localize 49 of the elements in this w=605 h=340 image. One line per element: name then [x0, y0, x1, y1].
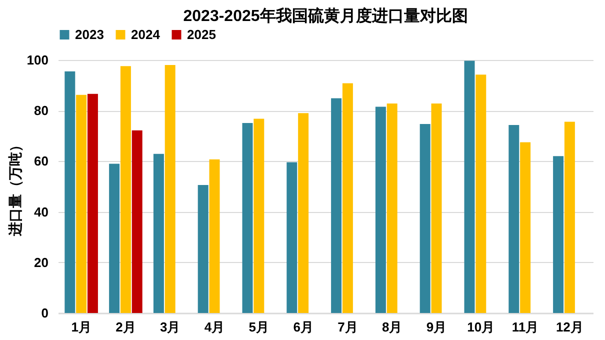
bar [520, 142, 531, 313]
bar [464, 60, 475, 313]
y-tick-label: 20 [34, 254, 48, 270]
bar [564, 122, 575, 313]
y-tick-label: 100 [26, 52, 48, 68]
x-tick-label: 5月 [248, 320, 270, 334]
bar [164, 65, 176, 313]
bar [508, 125, 520, 313]
bar [342, 83, 353, 313]
bar [76, 94, 87, 313]
bar [242, 122, 253, 313]
bar [109, 164, 120, 313]
x-tick-label: 7月 [338, 320, 358, 334]
y-tick-label: 60 [34, 154, 48, 169]
y-axis-title: 进口量（万吨） [6, 138, 23, 237]
x-tick-label: 6月 [293, 320, 314, 334]
legend-label: 2025 [187, 26, 216, 42]
y-tick-label: 0 [41, 306, 48, 320]
bar [331, 98, 342, 313]
x-tick-label: 11月 [512, 320, 539, 334]
x-tick-label: 9月 [426, 320, 447, 334]
bar [386, 104, 398, 313]
x-tick-label: 8月 [382, 320, 402, 334]
x-tick-label: 4月 [204, 320, 225, 334]
legend-label: 2024 [131, 26, 161, 42]
y-tick-label: 40 [34, 204, 48, 220]
bar [286, 162, 298, 313]
chart-title: 2023-2025年我国硫黄月度进口量对比图 [183, 6, 468, 25]
x-tick-label: 3月 [160, 320, 180, 334]
x-tick-label: 2月 [116, 320, 136, 334]
bar [375, 106, 386, 313]
y-tick-label: 80 [34, 103, 48, 118]
legend-label: 2023 [75, 26, 104, 42]
bar [476, 74, 486, 313]
x-tick-label: 12月 [556, 320, 584, 334]
bar [298, 113, 309, 313]
bar [420, 124, 430, 313]
bar [120, 66, 131, 313]
bar [87, 94, 98, 313]
x-tick-label: 1月 [71, 320, 92, 334]
bar [553, 156, 564, 313]
bar [132, 130, 142, 313]
bar [254, 118, 264, 313]
bar [153, 154, 164, 313]
bar [431, 104, 442, 313]
x-tick-label: 10月 [467, 320, 495, 334]
bar [198, 184, 208, 313]
bar [64, 71, 76, 313]
bar [209, 159, 220, 313]
